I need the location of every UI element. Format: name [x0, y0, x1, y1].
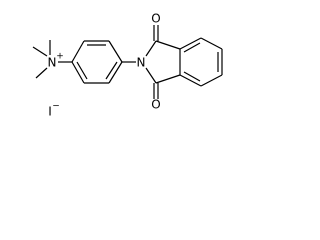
bond — [108, 40, 123, 63]
charge: − — [52, 102, 60, 112]
bond — [179, 37, 202, 50]
bond — [145, 67, 157, 84]
atom-label: N — [48, 56, 57, 70]
structure: N + N O O I − — [32, 12, 223, 119]
bond — [155, 74, 181, 84]
bond — [76, 61, 88, 80]
bond — [200, 37, 223, 50]
bond — [183, 71, 201, 82]
bond — [200, 74, 223, 87]
bond — [145, 40, 157, 57]
bonds — [32, 25, 223, 99]
bond — [105, 61, 118, 80]
bond — [155, 40, 181, 50]
bond — [32, 46, 48, 57]
atom-label: I — [48, 105, 52, 119]
atom-labels: N + N O O I − — [48, 12, 161, 119]
bond — [71, 61, 85, 84]
atom-label: O — [151, 12, 160, 26]
bond — [35, 67, 48, 79]
atom-label: N — [137, 56, 146, 70]
charge: + — [56, 52, 64, 62]
bond — [108, 61, 123, 84]
bond — [179, 74, 202, 87]
bond — [183, 42, 201, 53]
bond — [71, 40, 85, 63]
atom-label: O — [151, 98, 160, 112]
